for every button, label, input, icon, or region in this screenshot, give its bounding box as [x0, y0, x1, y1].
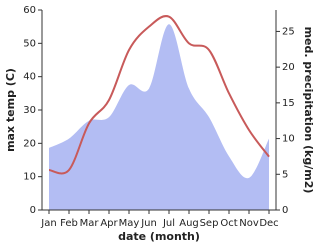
y2-axis-label: med. precipitation (kg/m2) [302, 27, 315, 194]
precipitation-area [49, 24, 269, 210]
y2-tick-label: 5 [282, 169, 288, 180]
x-tick-label: Mar [80, 218, 100, 229]
y-tick-label: 10 [23, 172, 36, 183]
x-tick-label: Dec [259, 218, 278, 229]
x-tick-label: Nov [239, 218, 259, 229]
x-tick-label: Jan [40, 218, 56, 229]
x-tick-label: Jul [162, 218, 175, 229]
x-tick-label: Apr [100, 218, 118, 229]
y-tick-label: 50 [23, 38, 36, 49]
y-tick-label: 40 [23, 72, 36, 83]
y2-tick-label: 10 [282, 134, 295, 145]
x-tick-label: Aug [179, 218, 199, 229]
x-tick-label: Sep [200, 218, 219, 229]
y2-tick-label: 15 [282, 98, 295, 109]
y2-tick-label: 20 [282, 62, 295, 73]
x-tick-label: Jun [140, 218, 157, 229]
y-tick-label: 20 [23, 138, 36, 149]
x-tick-label: Feb [60, 218, 78, 229]
y-axis-label: max temp (C) [4, 68, 17, 152]
x-tick-label: Oct [220, 218, 237, 229]
y2-tick-label: 0 [282, 205, 288, 216]
y2-tick-label: 25 [282, 26, 295, 37]
temperature-line [48, 15, 270, 175]
y-tick-label: 60 [23, 5, 36, 16]
y-tick-label: 0 [30, 205, 36, 216]
x-axis-label: date (month) [118, 230, 200, 243]
chart: date (month) max temp (C) med. precipita… [4, 5, 315, 243]
y-tick-label: 30 [23, 105, 36, 116]
x-tick-label: May [119, 218, 140, 229]
